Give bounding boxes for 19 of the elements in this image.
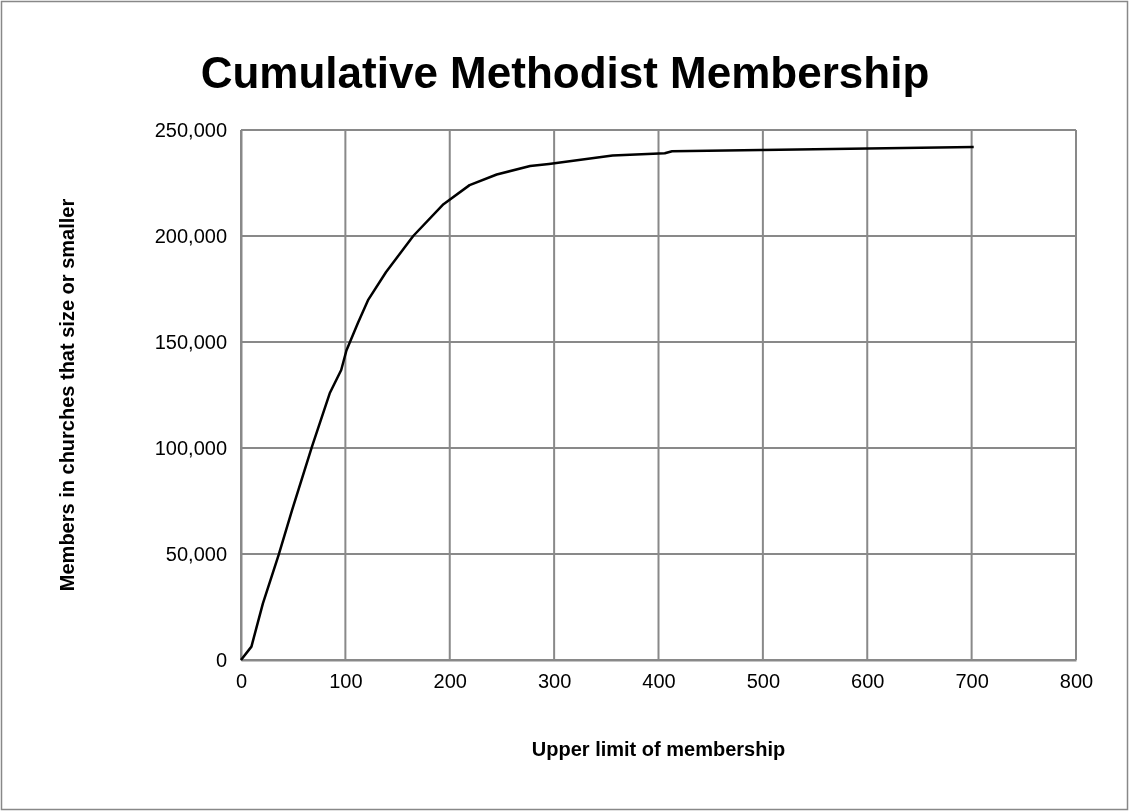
- x-tick-label: 0: [235, 670, 248, 693]
- x-tick-label: 800: [1059, 670, 1094, 693]
- x-tick-label: 600: [851, 670, 885, 693]
- x-tick-label: 500: [746, 670, 781, 693]
- x-tick-label: 700: [955, 670, 989, 693]
- y-tick-label: 250,000: [154, 118, 227, 141]
- x-tick-label: 100: [329, 670, 363, 693]
- y-tick-label: 50,000: [165, 542, 227, 565]
- x-tick-label: 300: [537, 670, 572, 693]
- x-axis-title: Upper limit of membership: [531, 738, 786, 760]
- line-series: [239, 145, 975, 662]
- x-tick-label: 400: [642, 670, 676, 693]
- y-axis-title: Members in churches that size or smaller: [56, 198, 78, 592]
- y-tick-label: 0: [215, 648, 227, 671]
- x-tick-label: 200: [433, 670, 467, 693]
- y-tick-label: 100,000: [154, 436, 227, 459]
- chart-title: Cumulative Methodist Membership: [200, 48, 930, 97]
- y-tick-label: 200,000: [154, 224, 227, 247]
- y-tick-label: 150,000: [154, 330, 227, 353]
